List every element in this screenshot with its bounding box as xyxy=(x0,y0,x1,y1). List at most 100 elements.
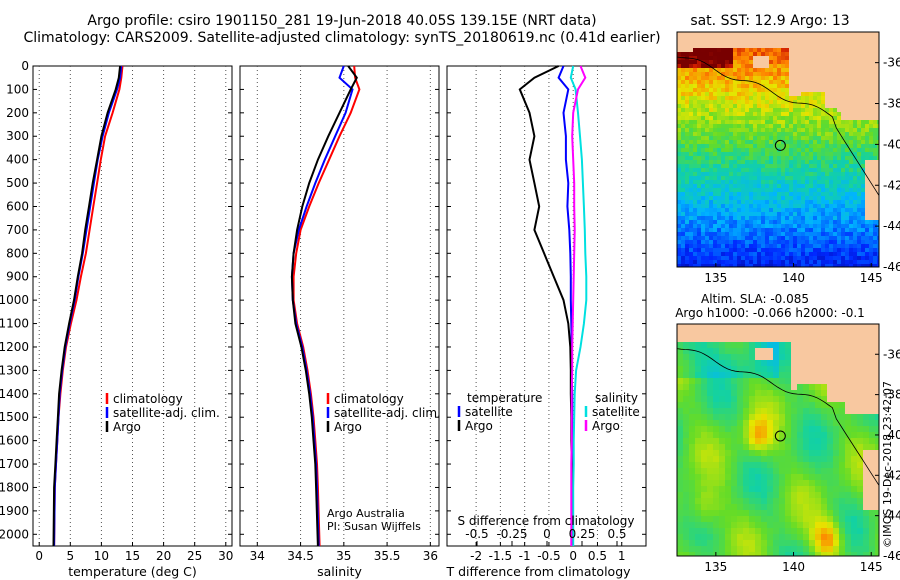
sst-map-cell xyxy=(749,60,753,64)
sst-map-cell xyxy=(769,156,773,160)
sst-map-cell xyxy=(793,116,797,120)
sst-map-cell xyxy=(733,44,737,48)
sst-map-cell xyxy=(821,128,825,132)
sst-map-cell xyxy=(685,132,689,136)
sst-map-cell xyxy=(857,212,861,216)
sst-map-cell xyxy=(765,36,769,40)
sst-map-cell xyxy=(789,180,793,184)
sst-map-cell xyxy=(725,64,729,68)
sst-map-cell xyxy=(849,116,853,120)
sst-map-cell xyxy=(825,200,829,204)
sla-map-cell xyxy=(725,414,731,420)
sst-map-cell xyxy=(737,88,741,92)
sst-map-cell xyxy=(865,228,869,232)
sst-map-cell xyxy=(737,44,741,48)
sst-map-cell xyxy=(749,188,753,192)
sst-map-cell xyxy=(737,248,741,252)
series-line-s-satellite xyxy=(569,65,588,546)
s-tick-label: 0 xyxy=(543,527,551,541)
sst-map-cell xyxy=(717,220,721,224)
sst-map-cell xyxy=(709,116,713,120)
sst-map-cell xyxy=(817,232,821,236)
x-tick-label: 5 xyxy=(66,549,74,563)
sla-map-cell xyxy=(749,516,755,522)
sst-map-cell xyxy=(829,164,833,168)
sst-map-cell xyxy=(753,156,757,160)
sst-map-cell xyxy=(857,208,861,212)
sla-map-cell xyxy=(815,390,821,396)
sst-map-cell xyxy=(869,192,873,196)
sst-map-cell xyxy=(733,40,737,44)
sst-map-cell xyxy=(709,204,713,208)
sst-map-cell xyxy=(861,184,865,188)
sst-map-cell xyxy=(829,88,833,92)
y-tick-label: 1900 xyxy=(0,504,29,518)
sst-map-cell xyxy=(721,236,725,240)
sla-map-cell xyxy=(869,432,875,438)
sst-map-cell xyxy=(705,96,709,100)
sst-map-cell xyxy=(745,100,749,104)
sst-map-cell xyxy=(677,32,681,36)
sst-map-cell xyxy=(805,248,809,252)
sst-map-cell xyxy=(689,172,693,176)
sst-map-cell xyxy=(745,124,749,128)
sst-map-cell xyxy=(689,148,693,152)
sst-map-cell xyxy=(801,172,805,176)
sst-map-cell xyxy=(729,32,733,36)
sst-map-cell xyxy=(865,180,869,184)
sst-map-cell xyxy=(713,128,717,132)
sst-map-cell xyxy=(681,48,685,52)
sst-map-cell xyxy=(833,116,837,120)
sst-map-cell xyxy=(813,168,817,172)
sla-map-cell xyxy=(701,438,707,444)
sla-map-cell xyxy=(707,420,713,426)
sst-map-cell xyxy=(809,156,813,160)
sst-map-cell xyxy=(737,160,741,164)
sst-map-cell xyxy=(681,176,685,180)
sst-map-cell xyxy=(737,220,741,224)
sla-map-cell xyxy=(857,372,863,378)
sst-map-cell xyxy=(677,68,681,72)
sst-map-cell xyxy=(681,80,685,84)
sst-map-cell xyxy=(753,36,757,40)
sst-map-cell xyxy=(681,40,685,44)
sst-map-cell xyxy=(765,104,769,108)
sst-map-cell xyxy=(721,224,725,228)
sla-map-cell xyxy=(713,348,719,354)
sla-map-cell xyxy=(683,492,689,498)
sla-map-cell xyxy=(845,540,851,546)
sst-map-cell xyxy=(749,96,753,100)
sst-map-cell xyxy=(869,40,873,44)
sla-map-cell xyxy=(767,498,773,504)
sst-map-cell xyxy=(849,152,853,156)
sst-map-cell xyxy=(765,96,769,100)
sst-map-cell xyxy=(697,140,701,144)
sst-map-cell xyxy=(821,132,825,136)
sst-map-cell xyxy=(785,248,789,252)
sst-map-cell xyxy=(809,232,813,236)
sst-map-cell xyxy=(861,228,865,232)
map-y-tick-label: -46 xyxy=(883,549,900,563)
sst-map-cell xyxy=(769,204,773,208)
sst-map-cell xyxy=(717,256,721,260)
sla-map-cell xyxy=(851,528,857,534)
sst-map-cell xyxy=(681,252,685,256)
sst-map-cell xyxy=(841,192,845,196)
sla-map-cell xyxy=(755,486,761,492)
sst-map-cell xyxy=(801,256,805,260)
sst-map-cell xyxy=(845,56,849,60)
sst-map-cell xyxy=(817,240,821,244)
sst-map-cell xyxy=(817,260,821,264)
sst-map-cell xyxy=(741,148,745,152)
sst-map-cell xyxy=(737,188,741,192)
sst-map-cell xyxy=(677,140,681,144)
sst-map-cell xyxy=(781,100,785,104)
sst-map-cell xyxy=(869,32,873,36)
sst-map-cell xyxy=(741,136,745,140)
sst-map-cell xyxy=(693,264,697,267)
sla-map-cell xyxy=(863,444,869,450)
sst-map-cell xyxy=(837,224,841,228)
sst-map-cell xyxy=(761,68,765,72)
sla-map-cell xyxy=(779,342,785,348)
sla-map-cell xyxy=(857,510,863,516)
